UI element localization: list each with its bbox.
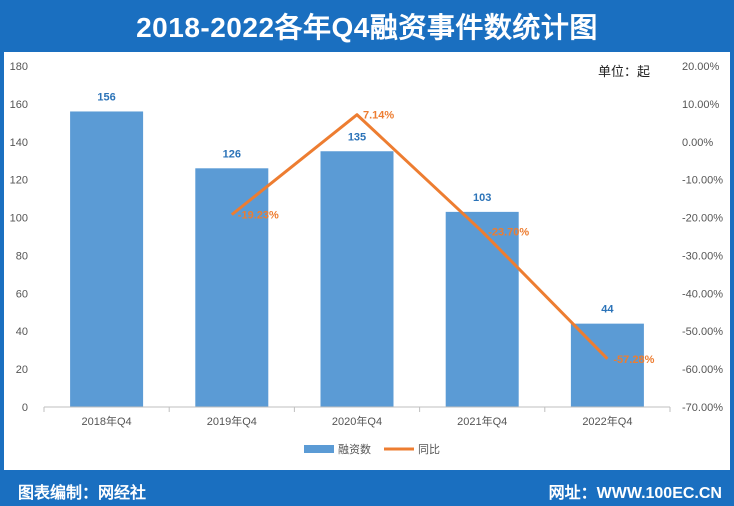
left-tick-label: 20	[16, 364, 28, 376]
footer-credit: 图表编制：网经社	[18, 485, 147, 502]
left-tick-label: 120	[10, 175, 28, 187]
bar	[320, 151, 394, 407]
bar-value-label: 44	[601, 304, 614, 316]
right-tick-label: -20.00%	[682, 213, 723, 225]
line-value-label: 7.14%	[363, 110, 394, 122]
bar	[195, 168, 269, 407]
right-tick-label: -30.00%	[682, 250, 723, 262]
bar-value-label: 156	[97, 91, 115, 103]
line-value-label: -19.23%	[238, 210, 279, 222]
legend-bar-swatch	[304, 445, 334, 453]
right-tick-label: 10.00%	[682, 99, 720, 111]
left-tick-label: 0	[22, 402, 28, 414]
bar	[570, 323, 644, 407]
line-value-label: -57.28%	[613, 354, 654, 366]
legend: 融资数 同比	[304, 443, 440, 456]
left-tick-label: 60	[16, 288, 28, 300]
x-tick-label: 2022年Q4	[582, 414, 632, 428]
bar-value-label: 103	[473, 192, 491, 204]
line-value-label: -23.70%	[488, 227, 529, 239]
left-tick-label: 100	[10, 213, 28, 225]
legend-bar-label: 融资数	[338, 443, 371, 456]
bar-value-label: 135	[348, 131, 366, 143]
chart-canvas: 单位：起 0 20 40 60 80 100 120 140 160 180 -70.00% -60…	[10, 61, 724, 456]
yoy-line	[230, 113, 609, 360]
left-axis: 0 20 40 60 80 100 120 140 160 180	[10, 61, 28, 414]
x-axis: 2018年Q4 2019年Q4 2020年Q4 2021年Q4 2022年Q4	[43, 406, 671, 428]
right-tick-label: -10.00%	[682, 175, 723, 187]
left-tick-label: 180	[10, 61, 28, 73]
chart-panel: 单位：起 0 20 40 60 80 100 120 140 160 180 -70.00% -60…	[4, 52, 730, 470]
footer: 图表编制：网经社 网址：WWW.100EC.CN	[0, 470, 734, 506]
legend-line-label: 同比	[418, 443, 440, 456]
bar	[70, 111, 144, 407]
right-tick-label: -40.00%	[682, 288, 723, 300]
x-tick-label: 2019年Q4	[207, 414, 257, 428]
right-axis: -70.00% -60.00% -50.00% -40.00% -30.00% -20.0…	[682, 61, 723, 414]
right-tick-label: 20.00%	[682, 61, 720, 73]
x-tick-label: 2020年Q4	[332, 414, 382, 428]
left-tick-label: 80	[16, 250, 28, 262]
right-tick-label: -60.00%	[682, 364, 723, 376]
bar-value-label: 126	[223, 148, 241, 160]
right-tick-label: -50.00%	[682, 326, 723, 338]
left-tick-label: 160	[10, 99, 28, 111]
unit-label: 单位：起	[598, 64, 650, 79]
footer-website: 网址：WWW.100EC.CN	[548, 485, 722, 502]
chart-title: 2018-2022各年Q4融资事件数统计图	[136, 12, 598, 43]
left-tick-label: 40	[16, 326, 28, 338]
right-tick-label: 0.00%	[682, 137, 713, 149]
bar	[445, 211, 519, 407]
x-tick-label: 2018年Q4	[82, 414, 132, 428]
line-series: -19.23% 7.14% -23.70% -57.28%	[230, 110, 655, 366]
x-tick-label: 2021年Q4	[457, 414, 507, 428]
left-tick-label: 140	[10, 137, 28, 149]
bar-series: 156 126 135 103 44	[70, 91, 644, 407]
right-tick-label: -70.00%	[682, 402, 723, 414]
